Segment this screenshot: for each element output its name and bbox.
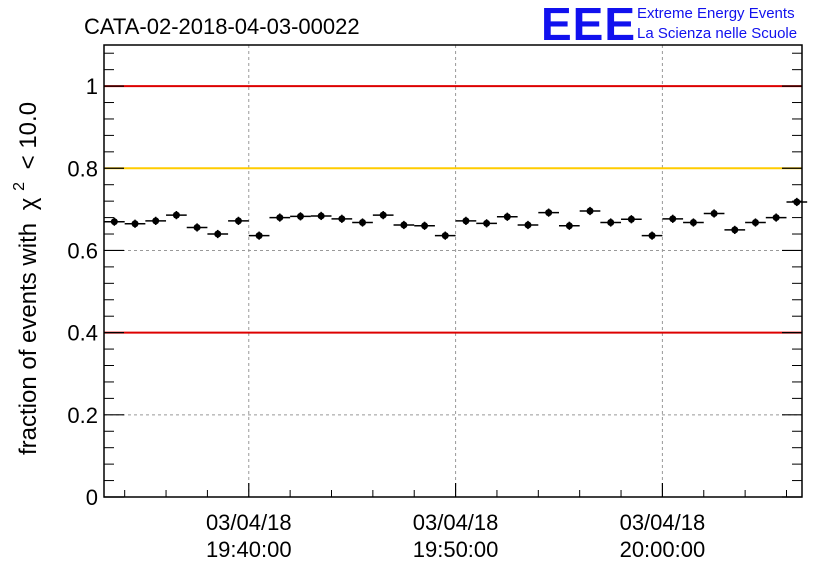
reference-lines [104,85,802,334]
data-point [724,225,746,235]
data-point [186,223,208,232]
data-point [745,218,766,227]
chart-title: CATA-02-2018-04-03-00022 [84,14,360,39]
point-marker [689,219,697,227]
y-tick-label: 0 [86,485,98,510]
logo-line1: Extreme Energy Events [637,5,795,22]
data-point [124,219,146,228]
point-marker [524,221,532,229]
point-marker [421,222,429,230]
y-axis-label: fraction of events with χ 2 < 10.0 [3,102,42,455]
point-marker [586,207,594,215]
plot-frame [103,44,803,498]
point-marker [607,219,615,227]
point-marker [710,209,718,217]
data-point [703,209,725,218]
point-marker [772,214,780,222]
data-point [166,211,187,220]
tick-labels: 00.20.40.60.8103/04/1819:40:0003/04/1819… [67,74,705,562]
y-tick-label: 0.6 [67,238,98,263]
point-marker [255,232,263,240]
point-marker [400,221,408,229]
point-marker [545,209,553,217]
point-marker [565,222,573,230]
point-marker [441,232,449,240]
data-point [600,218,622,227]
y-axis-label-exponent: 2 [11,182,28,191]
point-marker [152,217,160,225]
data-point [393,220,415,230]
point-marker [731,226,739,234]
data-point [558,221,580,230]
data-point [476,219,497,228]
x-tick-label-time: 19:40:00 [206,537,292,562]
data-point [786,197,808,207]
data-point [248,231,270,240]
data-point [662,214,684,223]
point-marker [648,232,656,240]
data-point [641,231,663,240]
point-marker [172,211,180,219]
data-point [683,218,704,227]
eee-logo: EEE Extreme Energy Events La Scienza nel… [541,0,797,50]
data-point [496,212,518,221]
data-point [372,211,394,220]
x-tick-label-date: 03/04/18 [206,510,292,535]
data-point [352,218,373,227]
data-point [331,214,353,223]
data-point [145,216,167,225]
point-marker [193,223,201,231]
y-tick-label: 0.4 [67,321,98,346]
data-points [104,197,808,240]
logo-line2: La Scienza nelle Scuole [637,25,797,42]
y-axis-label-text: fraction of events with [15,223,42,455]
data-point [434,231,456,240]
data-point [310,211,332,221]
x-tick-label-time: 20:00:00 [620,537,706,562]
axis-ticks [104,52,802,498]
data-point [517,220,539,230]
point-marker [462,217,470,225]
y-tick-label: 0.8 [67,156,98,181]
x-tick-label-date: 03/04/18 [620,510,706,535]
point-marker [503,213,511,221]
data-point [290,212,311,221]
point-marker [296,212,304,220]
logo-mark: EEE [541,0,636,50]
data-point [765,213,787,222]
point-marker [359,219,367,227]
point-marker [234,217,242,225]
point-marker [793,198,801,206]
point-marker [669,215,677,223]
data-point [228,216,249,225]
point-marker [317,212,325,220]
y-tick-label: 1 [86,74,98,99]
point-marker [483,219,491,227]
point-marker [131,220,139,228]
data-point [579,206,601,216]
point-marker [379,211,387,219]
y-axis-label-symbol: χ [15,197,42,210]
y-axis-label-cut: < 10.0 [15,102,42,169]
data-point [414,221,435,230]
data-point [621,215,642,224]
data-point [455,216,477,225]
x-tick-label-time: 19:50:00 [413,537,499,562]
data-point [207,229,229,239]
point-marker [276,214,284,222]
x-tick-label-date: 03/04/18 [413,510,499,535]
y-tick-label: 0.2 [67,403,98,428]
data-point [104,217,125,226]
point-marker [751,219,759,227]
point-marker [627,215,635,223]
data-point [538,208,559,217]
point-marker [110,218,118,226]
point-marker [214,230,222,238]
point-marker [338,215,346,223]
data-point [269,213,291,222]
grid [104,45,802,497]
